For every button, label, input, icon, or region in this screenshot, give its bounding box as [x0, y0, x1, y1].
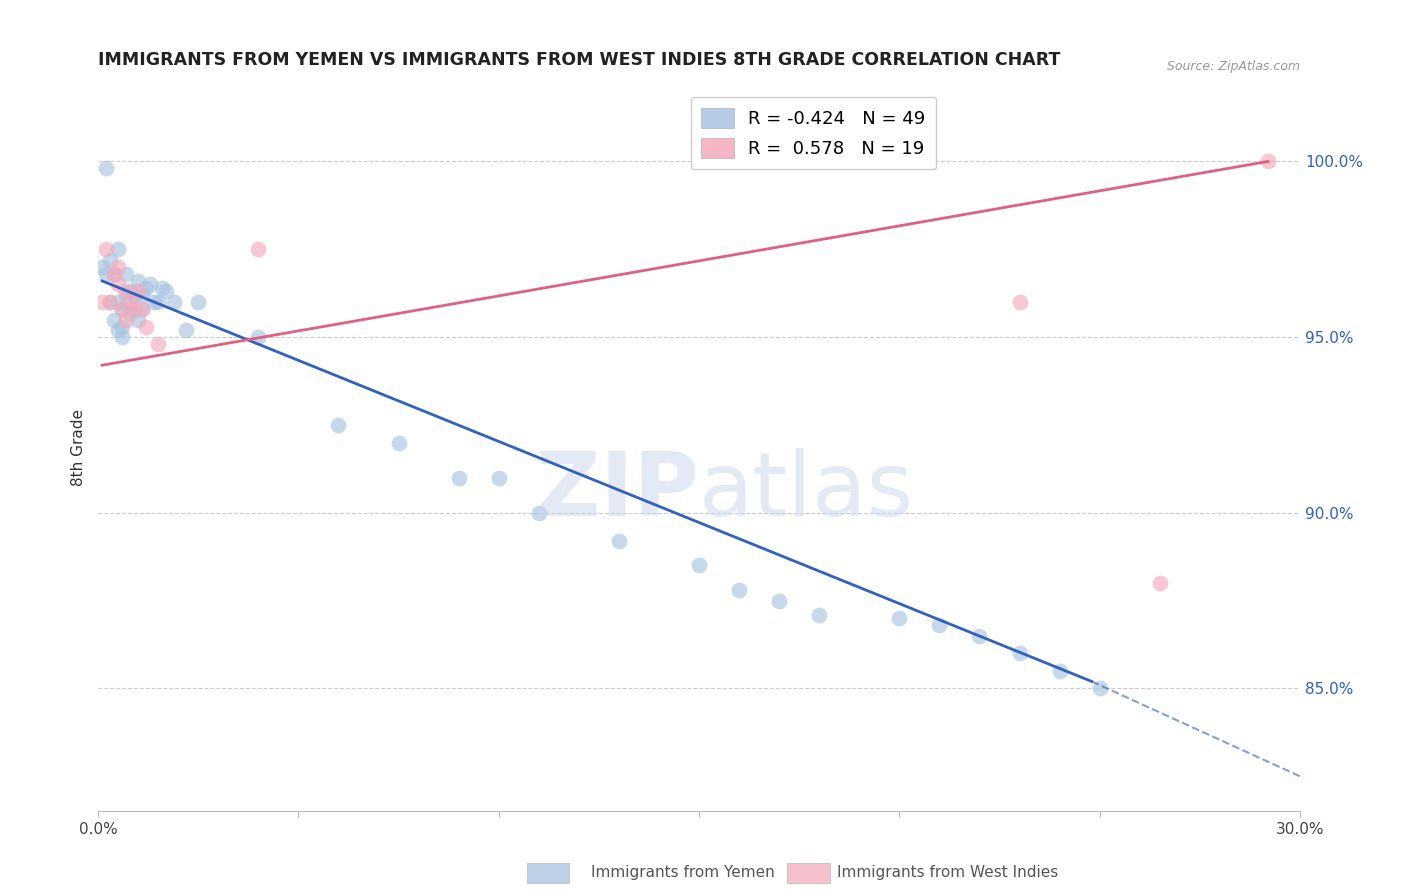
Point [127, 312, 149, 326]
Point [111, 330, 134, 344]
Point [107, 323, 129, 337]
Text: Source: ZipAtlas.com: Source: ZipAtlas.com [1167, 61, 1301, 73]
Point [98, 295, 121, 310]
Point [127, 285, 149, 299]
Point [107, 242, 129, 256]
Point [146, 337, 169, 351]
Point [103, 267, 125, 281]
Point [131, 301, 153, 316]
Text: Immigrants from West Indies: Immigrants from West Indies [837, 865, 1057, 880]
Point [103, 267, 125, 281]
Point [969, 629, 991, 643]
Point [1257, 154, 1279, 169]
Point [146, 295, 169, 310]
Point [768, 593, 790, 607]
Point [187, 295, 209, 310]
Point [107, 260, 129, 274]
Point [115, 267, 138, 281]
Point [120, 285, 142, 299]
Point [447, 470, 470, 484]
Point [488, 470, 510, 484]
Point [122, 301, 145, 316]
Point [150, 281, 173, 295]
Point [111, 319, 134, 334]
Point [120, 305, 142, 319]
Y-axis label: 8th Grade: 8th Grade [72, 409, 86, 486]
Point [122, 301, 145, 316]
Text: ZIP: ZIP [536, 448, 699, 535]
Point [135, 319, 157, 334]
Point [1008, 646, 1031, 660]
Point [247, 330, 270, 344]
Point [527, 506, 550, 520]
Point [94, 161, 117, 176]
Point [94, 267, 117, 281]
Point [115, 312, 138, 326]
Point [143, 295, 166, 310]
Point [328, 417, 350, 432]
Point [808, 607, 831, 622]
Point [928, 618, 950, 632]
Point [139, 277, 162, 292]
Point [94, 242, 117, 256]
Point [107, 277, 129, 292]
Point [247, 242, 270, 256]
Point [135, 281, 157, 295]
Point [174, 323, 197, 337]
Point [98, 295, 121, 310]
Point [163, 295, 186, 310]
Legend: R = -0.424   N = 49, R =  0.578   N = 19: R = -0.424 N = 49, R = 0.578 N = 19 [690, 97, 936, 169]
Point [111, 301, 134, 316]
Point [103, 312, 125, 326]
Point [1049, 664, 1071, 678]
Point [107, 295, 129, 310]
Point [1149, 576, 1171, 591]
Point [115, 288, 138, 302]
Point [1008, 295, 1031, 310]
Point [120, 295, 142, 310]
Point [115, 285, 138, 299]
Text: IMMIGRANTS FROM YEMEN VS IMMIGRANTS FROM WEST INDIES 8TH GRADE CORRELATION CHART: IMMIGRANTS FROM YEMEN VS IMMIGRANTS FROM… [98, 51, 1060, 69]
Text: atlas: atlas [699, 448, 914, 535]
Point [127, 274, 149, 288]
Point [91, 260, 114, 274]
Point [131, 288, 153, 302]
Point [728, 583, 751, 598]
Point [688, 558, 710, 573]
Point [155, 285, 177, 299]
Text: Immigrants from Yemen: Immigrants from Yemen [591, 865, 775, 880]
Point [131, 301, 153, 316]
Point [607, 533, 630, 548]
Point [111, 301, 134, 316]
Point [91, 295, 114, 310]
Point [1088, 681, 1111, 696]
Point [387, 435, 409, 450]
Point [889, 611, 911, 625]
Point [122, 288, 145, 302]
Point [98, 252, 121, 267]
